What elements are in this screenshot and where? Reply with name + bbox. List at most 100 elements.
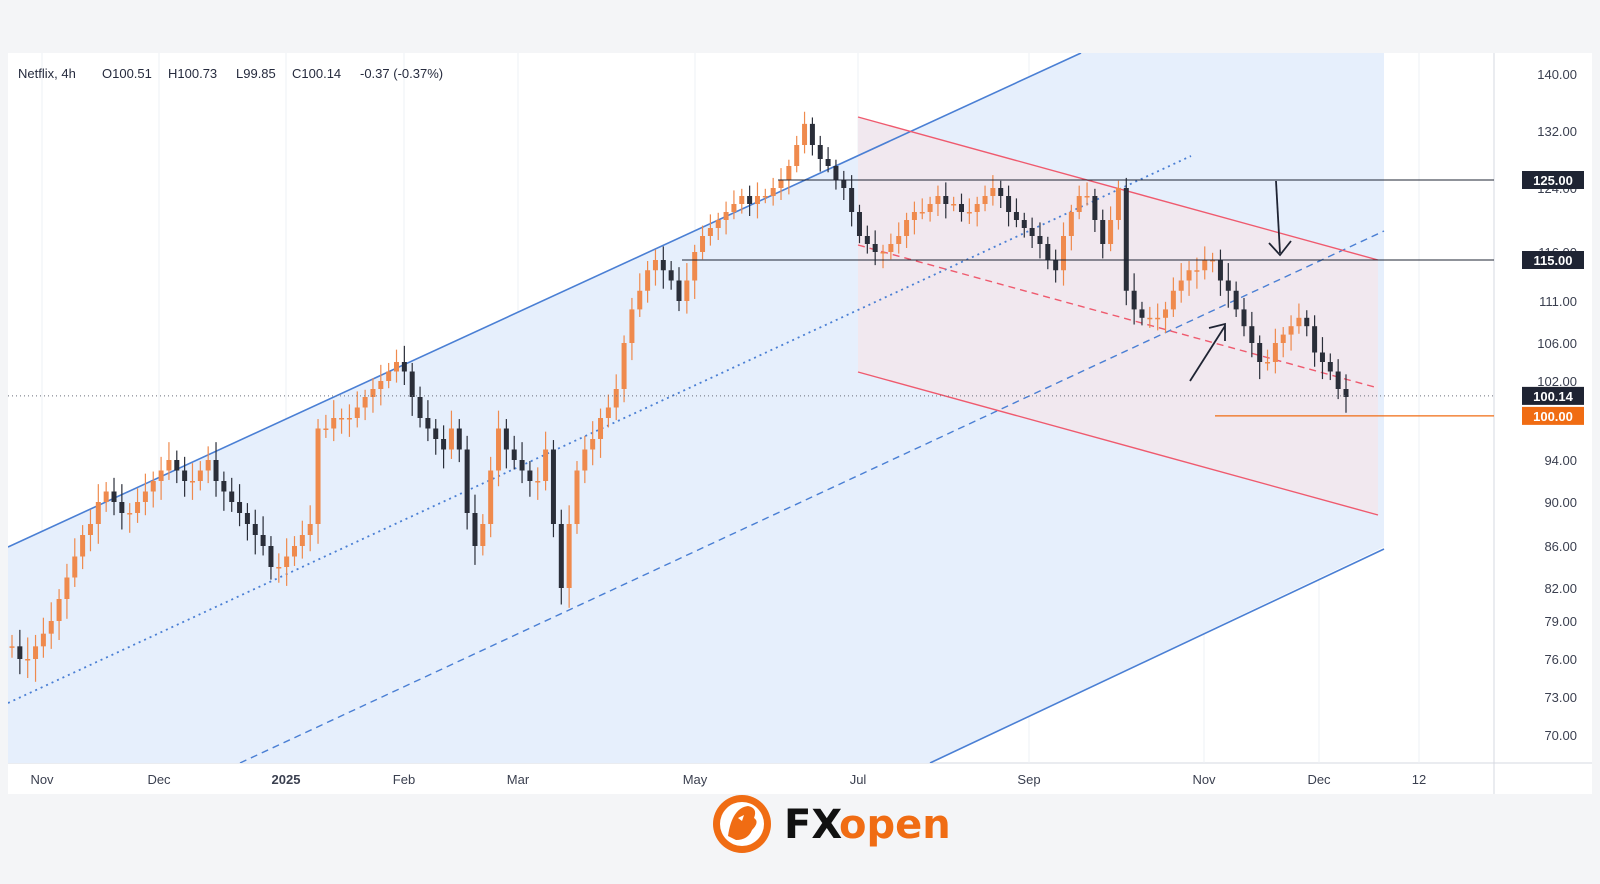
candle-body — [1123, 188, 1129, 291]
candle-body — [833, 166, 839, 180]
candle-body — [919, 212, 925, 214]
candle-body — [1319, 352, 1325, 362]
candle-body — [244, 513, 250, 524]
candle-body — [896, 236, 902, 244]
candle-body — [17, 646, 23, 659]
legend-low: L99.85 — [236, 66, 276, 81]
candle-body — [1037, 236, 1043, 244]
price-tick-label: 76.00 — [1544, 652, 1577, 667]
candle-body — [307, 524, 313, 535]
brand-open: open — [839, 802, 951, 848]
candle-body — [1155, 317, 1161, 320]
candle-body — [433, 428, 439, 439]
candle-body — [566, 524, 572, 588]
candle-body — [841, 180, 847, 188]
candle-body — [543, 449, 549, 481]
candle-body — [786, 166, 792, 180]
candle-body — [707, 228, 713, 236]
candle-body — [700, 236, 706, 252]
candle-body — [692, 252, 698, 281]
candle-body — [456, 428, 462, 450]
arrow-up-bounce[interactable] — [1189, 322, 1226, 382]
candle-body — [1092, 196, 1098, 220]
badge-115 — [1522, 251, 1584, 269]
candle-body — [856, 212, 862, 236]
candle-body — [817, 145, 823, 159]
candle-body — [1131, 290, 1137, 310]
candle-body — [1312, 326, 1318, 353]
candle-body — [119, 502, 125, 513]
candle-body — [1265, 362, 1271, 364]
legend-symbol[interactable]: Netflix, 4h — [18, 66, 76, 81]
candle-body — [1108, 220, 1114, 244]
candle-body — [574, 470, 580, 524]
channel-lower-line[interactable] — [929, 548, 1385, 763]
price-tick-label: 79.00 — [1544, 614, 1577, 629]
candle-body — [1068, 212, 1074, 236]
candle-body — [927, 204, 933, 212]
price-tick-label: 70.00 — [1544, 728, 1577, 743]
candle-body — [158, 470, 164, 481]
candle-body — [864, 236, 870, 244]
candle-body — [1013, 212, 1019, 220]
candle-body — [1163, 309, 1169, 318]
candle-body — [354, 407, 360, 418]
brand-fx: FX — [784, 802, 842, 848]
candle-body — [441, 439, 447, 450]
candle-body — [221, 481, 227, 492]
candle-body — [1100, 220, 1106, 244]
candle-body — [1115, 188, 1121, 220]
candle-body — [802, 123, 808, 145]
candle-body — [448, 428, 454, 450]
channel-quarter-line[interactable] — [239, 230, 1385, 763]
candle-body — [1272, 343, 1278, 362]
arrow-down-rejection[interactable] — [1268, 180, 1292, 257]
candle-body — [849, 188, 855, 212]
channel-median-line[interactable] — [8, 155, 1192, 704]
candle-body — [629, 309, 635, 343]
price-tick-label: 82.00 — [1544, 581, 1577, 596]
candle-body — [998, 188, 1004, 196]
candle-body — [72, 556, 78, 578]
candle-body — [315, 428, 321, 524]
legend-change: -0.37 (-0.37%) — [360, 66, 443, 81]
fxopen-logo: FX open — [713, 795, 951, 853]
candle-body — [260, 535, 266, 546]
badge-125 — [1522, 171, 1584, 189]
candle-body — [189, 481, 195, 483]
candle-body — [911, 212, 917, 220]
desc-channel-median-line[interactable] — [857, 244, 1379, 389]
candle-body — [762, 196, 768, 198]
candle-body — [299, 535, 305, 546]
legend-close: C100.14 — [292, 66, 341, 81]
price-tick-label: 111.00 — [1539, 294, 1577, 309]
candle-body — [511, 449, 517, 460]
candle-body — [166, 460, 172, 471]
candle-body — [966, 212, 972, 214]
candle-body — [362, 397, 368, 408]
candle-body — [237, 502, 243, 513]
candle-body — [943, 196, 949, 204]
price-series[interactable] — [9, 111, 1349, 682]
channel-upper-line[interactable] — [8, 53, 1082, 548]
candle-body — [111, 491, 117, 502]
price-axis-ticks: 140.00132.00124.00116.00111.00106.00102.… — [1537, 67, 1577, 743]
time-axis-panel[interactable] — [8, 763, 1592, 794]
candle-body — [904, 220, 910, 236]
time-tick-label: May — [683, 772, 708, 787]
candle-body — [142, 491, 148, 502]
candle-body — [613, 389, 619, 408]
candle-body — [40, 633, 46, 647]
candle-body — [1053, 260, 1059, 271]
candle-body — [1194, 270, 1200, 272]
candle-body — [982, 196, 988, 204]
candle-body — [872, 244, 878, 252]
candle-body — [1304, 317, 1310, 327]
candle-body — [1021, 220, 1027, 228]
candle-body — [346, 418, 352, 420]
candle-body — [1045, 244, 1051, 260]
candle-body — [676, 280, 682, 301]
candle-body — [527, 470, 533, 481]
candle-body — [472, 513, 478, 546]
candle-body — [519, 460, 525, 471]
